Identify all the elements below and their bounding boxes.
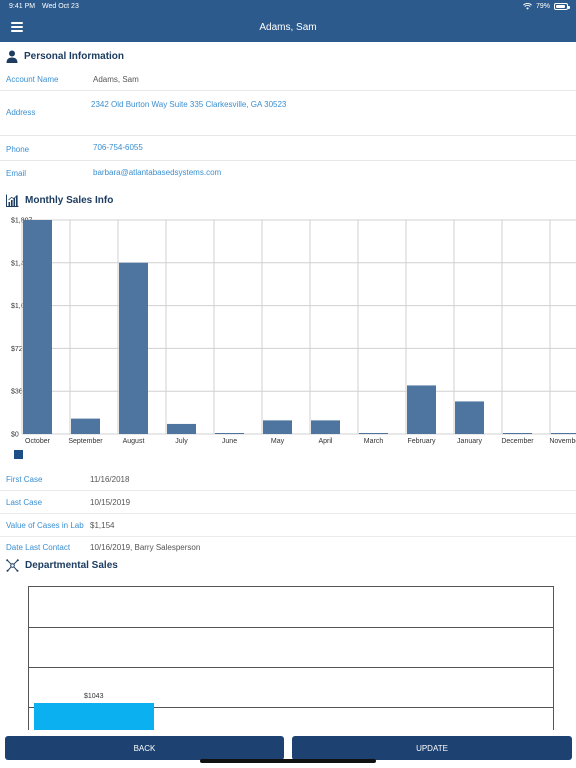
x-tick-label: March [364,438,384,445]
cases-value-row: Value of Cases in Lab $1,154 [0,514,576,537]
x-tick-label: June [222,438,237,445]
dept-bar-label: $1043 [84,693,104,700]
back-button[interactable]: BACK [5,736,284,760]
x-tick-label: July [175,438,188,445]
sales-bar [359,433,388,434]
x-tick-label: February [407,438,436,445]
x-tick-label: October [25,438,51,445]
last-contact-label: Date Last Contact [6,543,71,552]
departmental-sales-header: Departmental Sales [6,559,118,572]
x-tick-label: September [68,438,103,445]
status-date: Wed Oct 23 [42,3,79,10]
y-tick-label: $0 [11,432,19,439]
home-indicator [200,759,376,763]
battery-percent: 79% [535,3,550,10]
x-tick-label: April [318,438,332,445]
last-contact-row: Date Last Contact 10/16/2019, Barry Sale… [0,537,576,559]
cases-value-value: $1,154 [90,521,115,530]
person-icon [6,50,18,63]
sales-bar [167,423,196,434]
status-time: 9:41 PM [9,3,36,10]
dept-gridline [29,627,553,628]
bar-chart-icon [6,194,19,207]
sales-bar [71,418,100,434]
x-tick-label: November [549,438,576,445]
sales-bar [311,420,340,434]
x-tick-label: January [457,438,482,445]
dept-bar [34,703,154,730]
status-right: 79% [523,3,570,10]
account-name-value: Adams, Sam [93,75,139,84]
last-contact-value: 10/16/2019, Barry Salesperson [90,543,201,552]
sales-bar [119,262,148,434]
status-bar: 9:41 PM Wed Oct 23 79% [0,0,576,14]
email-row: Email barbara@atlantabasedsystems.com [0,161,576,186]
monthly-sales-svg: $0$361$723$1,084$1,446$1,807OctoberSepte… [11,218,576,459]
wifi-icon [523,3,532,10]
legend-marker [14,450,23,459]
monthly-sales-header: Monthly Sales Info [6,194,113,207]
first-case-row: First Case 11/16/2018 [0,468,576,491]
last-case-value: 10/15/2019 [90,498,131,507]
last-case-label: Last Case [6,498,43,507]
last-case-row: Last Case 10/15/2019 [0,491,576,514]
phone-label: Phone [6,145,30,154]
battery-icon [554,3,570,10]
dept-gridline [29,667,553,668]
sales-bar [407,385,436,434]
network-icon [6,559,19,572]
x-tick-label: December [501,438,534,445]
personal-info-title: Personal Information [24,51,125,62]
first-case-value: 11/16/2018 [90,475,130,484]
x-tick-label: May [271,438,285,445]
page-title: Adams, Sam [259,22,317,33]
y-tick-label: $361 [11,389,27,396]
phone-row: Phone 706-754-6055 [0,136,576,161]
email-label: Email [6,169,27,178]
sales-bar [551,433,576,434]
email-link[interactable]: barbara@atlantabasedsystems.com [93,168,222,177]
nav-bar: Adams, Sam [0,14,576,42]
personal-info-header: Personal Information [6,50,124,63]
monthly-sales-title: Monthly Sales Info [25,195,114,206]
address-label: Address [6,108,36,117]
departmental-sales-chart: $1043 [28,586,554,730]
sales-bar [503,433,532,434]
y-tick-label: $723 [11,346,27,353]
hamburger-menu-icon[interactable] [11,22,23,32]
phone-link[interactable]: 706-754-6055 [93,143,143,152]
cases-value-label: Value of Cases in Lab [6,521,84,530]
account-name-row: Account Name Adams, Sam [0,68,576,91]
monthly-sales-chart: $0$361$723$1,084$1,446$1,807OctoberSepte… [0,212,576,464]
address-link[interactable]: 2342 Old Burton Way Suite 335 Clarkesvil… [91,100,287,109]
sales-bar [263,420,292,434]
dept-gridline [29,707,553,708]
sales-bar [215,433,244,434]
sales-bar [455,401,484,434]
update-button[interactable]: UPDATE [292,736,572,760]
x-tick-label: August [123,438,145,445]
account-name-label: Account Name [6,75,59,84]
battery-fill [556,5,565,8]
sales-bar [23,220,52,434]
first-case-label: First Case [6,475,43,484]
departmental-sales-title: Departmental Sales [25,560,118,571]
address-row: Address 2342 Old Burton Way Suite 335 Cl… [0,91,576,136]
